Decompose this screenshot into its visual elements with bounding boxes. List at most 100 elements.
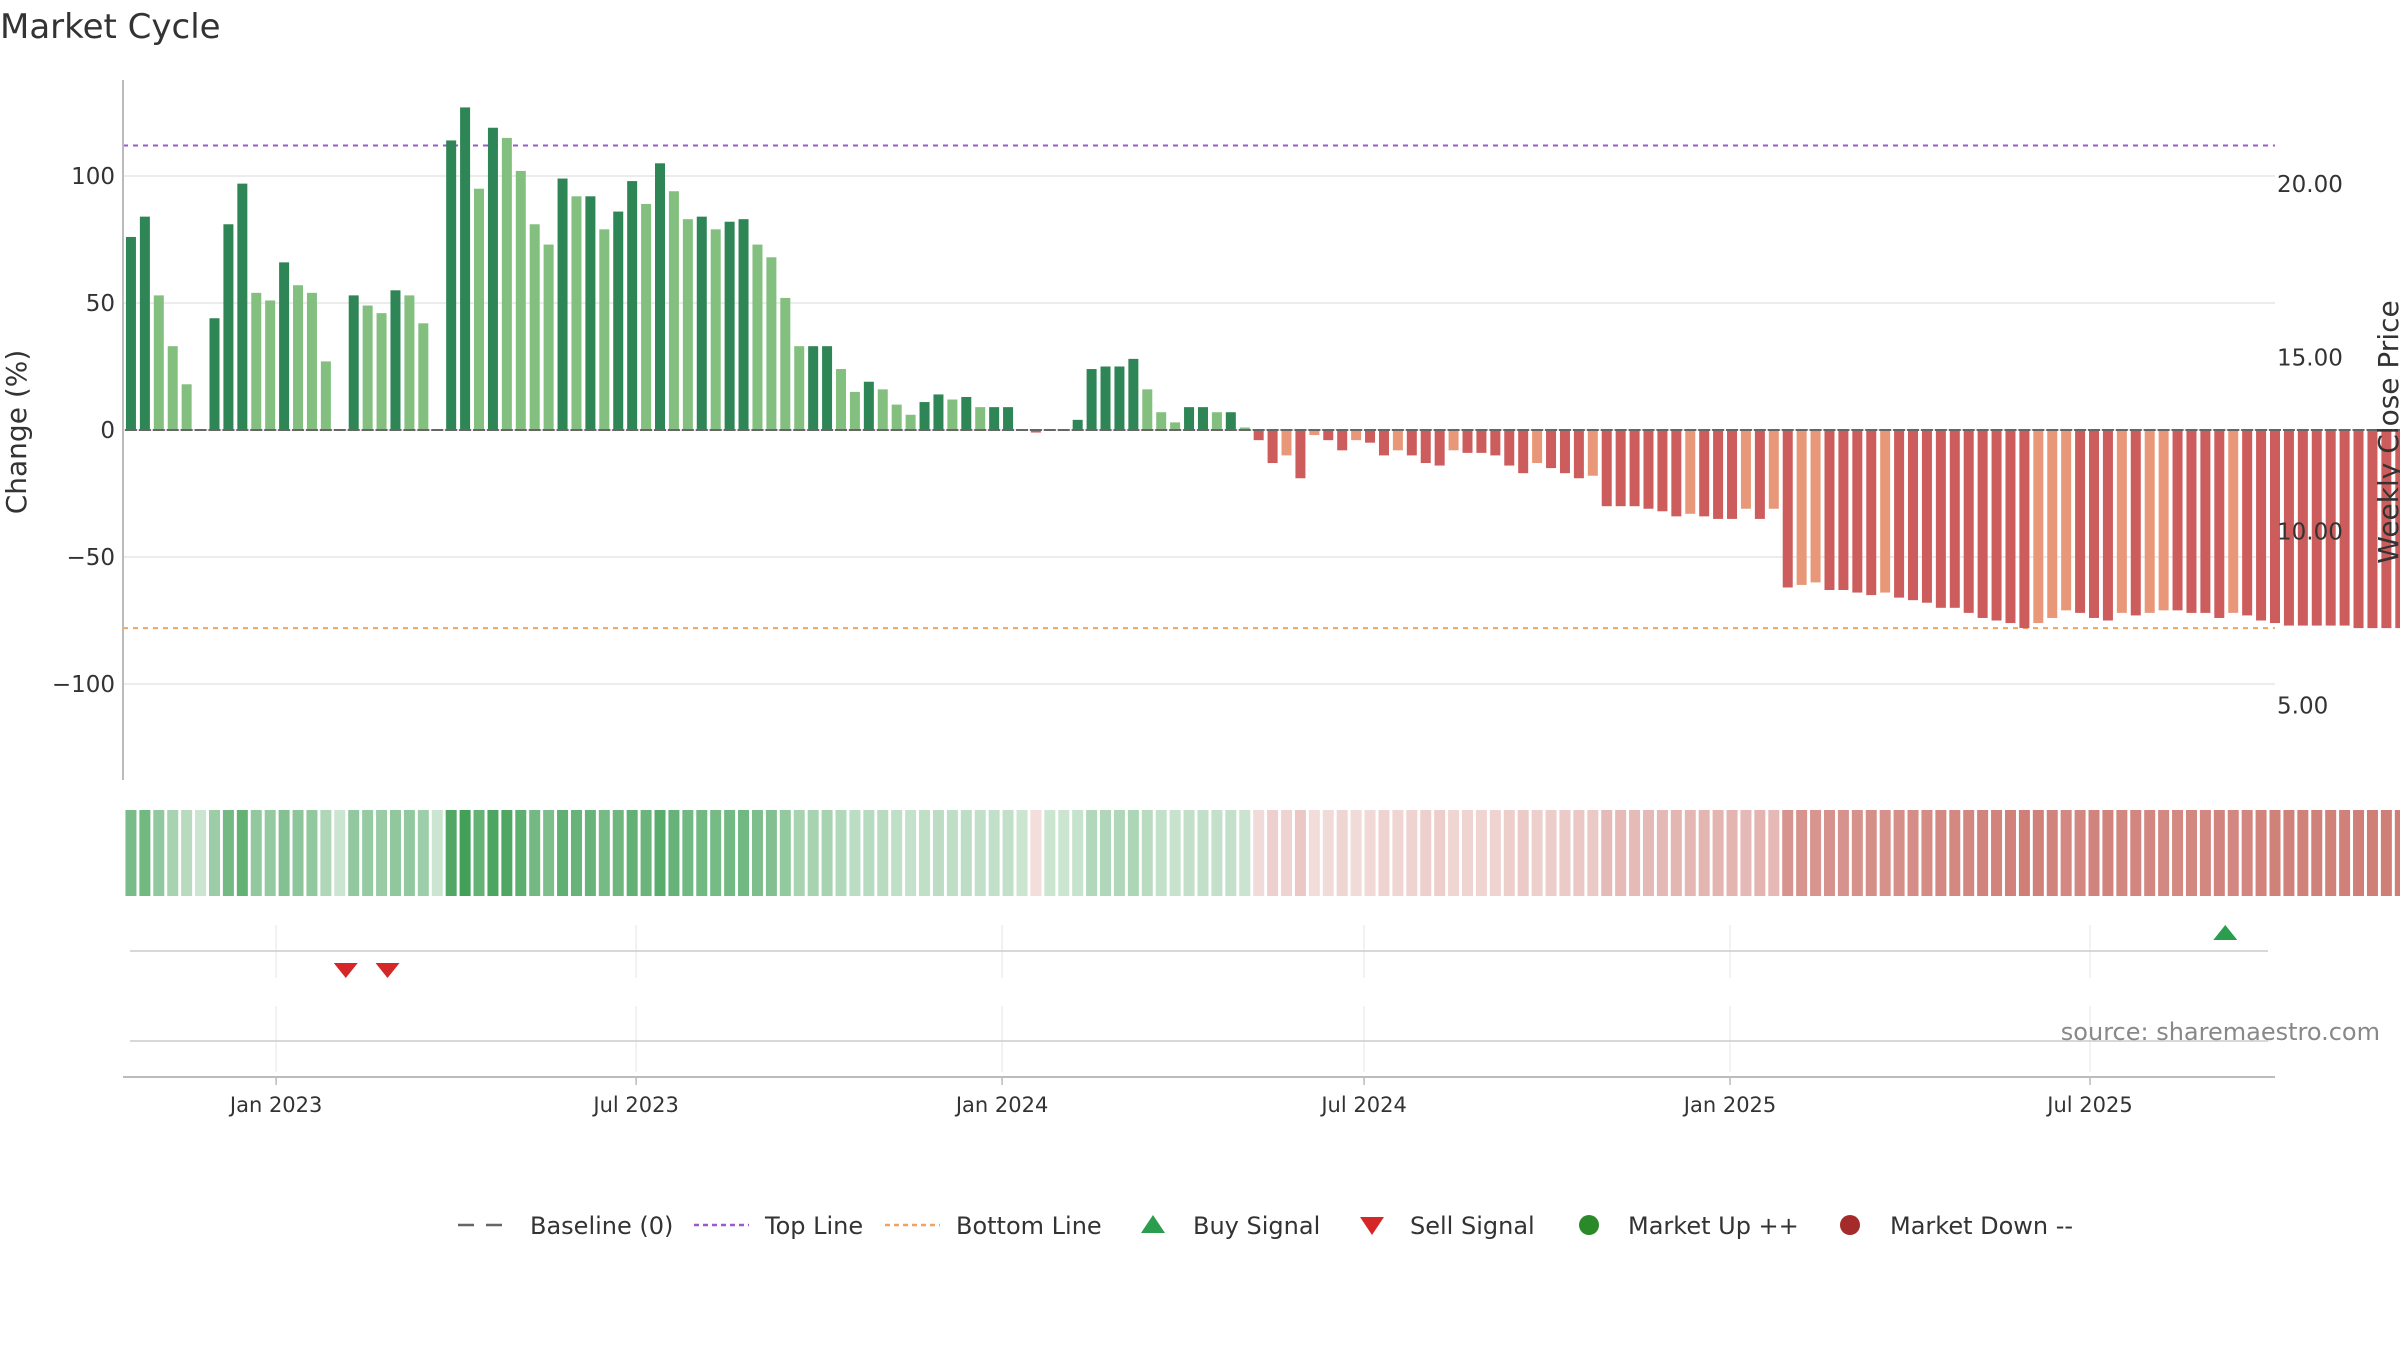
heat-cell [153, 810, 165, 896]
grid-layer [123, 175, 2275, 1072]
heat-cell [1879, 810, 1891, 896]
heat-cell [2213, 810, 2225, 896]
bar [348, 295, 359, 430]
heat-cell [1559, 810, 1571, 896]
bar [2130, 430, 2141, 616]
bar [975, 407, 986, 430]
heat-cell [1155, 810, 1167, 896]
heat-cell [1489, 810, 1501, 896]
heat-cell [2339, 810, 2351, 896]
bar [306, 292, 317, 430]
y2-tick-label: 5.00 [2277, 693, 2328, 719]
heat-cell [1030, 810, 1042, 896]
legend-label-up: Market Up ++ [1628, 1212, 1799, 1240]
heat-cell [2325, 810, 2337, 896]
heat-cell [960, 810, 972, 896]
bar [1963, 430, 1974, 613]
bar [863, 381, 874, 430]
heat-cell [2102, 810, 2114, 896]
heat-cell [362, 810, 374, 896]
bar [1072, 419, 1083, 430]
heat-cell [1629, 810, 1641, 896]
bar [125, 236, 136, 430]
bar [2214, 430, 2225, 618]
bar [905, 414, 916, 430]
bar [2311, 430, 2322, 626]
heat-cell [1086, 810, 1098, 896]
bar [1754, 430, 1765, 519]
reference-lines [123, 144, 2275, 630]
heat-cell [445, 810, 457, 896]
bar [501, 137, 512, 430]
y-tick-label: 50 [86, 291, 115, 317]
heat-cell [1670, 810, 1682, 896]
legend-label-sell: Sell Signal [1410, 1212, 1535, 1240]
y-tick-label: 0 [100, 418, 115, 444]
bar [1782, 430, 1793, 588]
heat-cell [1127, 810, 1139, 896]
legend-swatch-buy [1141, 1215, 1165, 1233]
y-axis-label: Change (%) [0, 350, 33, 515]
heat-cell [334, 810, 346, 896]
bar [223, 224, 234, 430]
heat-cell [1406, 810, 1418, 896]
bar [891, 404, 902, 430]
bar [766, 257, 777, 430]
bar [2381, 430, 2392, 629]
bar [404, 295, 415, 430]
bar [947, 399, 958, 430]
heat-cell [167, 810, 179, 896]
heat-cell [431, 810, 443, 896]
bar [1977, 430, 1988, 618]
heat-cell [195, 810, 207, 896]
bar [933, 394, 944, 430]
bar [1796, 430, 1807, 585]
bar [2158, 430, 2169, 611]
bar [529, 224, 540, 430]
heat-cell [1531, 810, 1543, 896]
bar [2242, 430, 2253, 616]
bar [724, 221, 735, 430]
signal-strip [333, 925, 2238, 978]
bar [446, 140, 457, 430]
legend-label-down: Market Down -- [1890, 1212, 2073, 1240]
heat-cell [515, 810, 527, 896]
heat-cell [765, 810, 777, 896]
heat-cell [2269, 810, 2281, 896]
bar [362, 305, 373, 430]
heat-cell [417, 810, 429, 896]
heat-cell [1044, 810, 1056, 896]
bar [2144, 430, 2155, 613]
bar [1504, 430, 1515, 466]
bar [1225, 412, 1236, 430]
heat-cell [1281, 810, 1293, 896]
bar [153, 295, 164, 430]
bar [2395, 430, 2400, 629]
heat-cell [654, 810, 666, 896]
heat-cell [348, 810, 360, 896]
bar [1309, 430, 1320, 436]
heat-cell [710, 810, 722, 896]
heat-cell [1796, 810, 1808, 896]
bar [320, 361, 331, 430]
bar [1365, 430, 1376, 443]
bar [1643, 430, 1654, 509]
bar [1100, 366, 1111, 430]
bar [696, 216, 707, 430]
heat-cell [1058, 810, 1070, 896]
legend: Baseline (0) Top Line Bottom Line Buy Signa… [458, 1212, 2073, 1240]
bar [2186, 430, 2197, 613]
bar [1003, 407, 1014, 430]
bar [961, 396, 972, 430]
heat-cell [2046, 810, 2058, 896]
heat-cell [2255, 810, 2267, 896]
heat-cell [1364, 810, 1376, 896]
bar [1281, 430, 1292, 456]
heat-cell [1698, 810, 1710, 896]
bar [1921, 430, 1932, 603]
sell-signal-marker [333, 963, 358, 978]
heat-cell [821, 810, 833, 896]
heat-cell [1615, 810, 1627, 896]
heat-cell [612, 810, 624, 896]
heat-cell [2227, 810, 2239, 896]
